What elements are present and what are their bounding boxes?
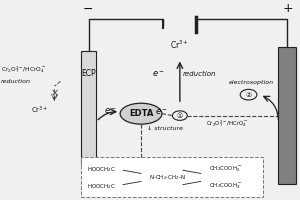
Text: ↓ structure: ↓ structure [147,126,183,131]
Text: $\rm Cr_2O_7^{2-}/HCrO_4^-$: $\rm Cr_2O_7^{2-}/HCrO_4^-$ [1,65,46,75]
FancyBboxPatch shape [81,157,263,197]
Text: $e^-$: $e^-$ [152,69,165,79]
Text: ②: ② [245,92,252,98]
Text: CH$_2$COOH$_2^-$: CH$_2$COOH$_2^-$ [209,181,242,191]
Text: EDTA: EDTA [129,109,153,118]
Text: HOOCH$_2$C: HOOCH$_2$C [87,182,116,191]
Text: ①: ① [177,113,183,119]
Ellipse shape [120,103,162,124]
Text: $e^-$: $e^-$ [155,107,168,117]
Text: reduction: reduction [183,71,216,77]
Text: $-$: $-$ [82,2,93,15]
Text: electrosoption: electrosoption [229,80,274,85]
Text: reduction: reduction [1,79,31,84]
Bar [81,51,96,165]
Bar [278,47,296,184]
Text: N-CH$_2$-CH$_2$-N: N-CH$_2$-CH$_2$-N [148,173,185,182]
Text: $e^-$: $e^-$ [104,107,117,116]
Text: $+$: $+$ [282,2,293,15]
Text: CH$_2$COOH$_2^-$: CH$_2$COOH$_2^-$ [209,165,242,174]
Text: $\rm Cr^{3+}$: $\rm Cr^{3+}$ [170,39,189,51]
Text: $\rm Cr_2O_7^{2-}/HCrO_4^-$: $\rm Cr_2O_7^{2-}/HCrO_4^-$ [206,118,249,129]
Text: $\rm Cr^{3+}$: $\rm Cr^{3+}$ [31,104,48,116]
Text: $\times$: $\times$ [50,88,59,98]
Text: ECP: ECP [82,69,96,78]
Text: HOOCH$_2$C: HOOCH$_2$C [87,165,116,174]
